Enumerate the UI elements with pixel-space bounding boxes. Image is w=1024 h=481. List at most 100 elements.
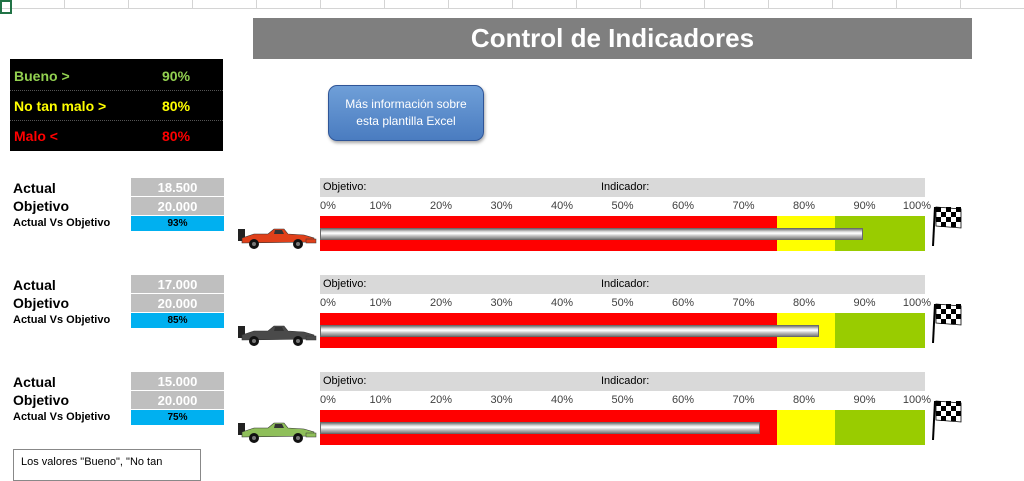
- percentage-cell: 93%: [131, 216, 224, 231]
- scale-tick: 10%: [369, 394, 392, 406]
- scale-tick: 80%: [792, 394, 816, 406]
- objetivo-value-cell[interactable]: 20.000: [131, 391, 224, 409]
- indicator-2: Actual Objetivo Actual Vs Objetivo 17.00…: [0, 275, 1024, 365]
- scale-tick: 60%: [671, 297, 695, 309]
- scale-tick: 70%: [732, 394, 755, 406]
- actual-value-cell[interactable]: 17.000: [131, 275, 224, 293]
- sheet-column-line: [256, 0, 257, 8]
- header-indicador-label: Indicador:: [601, 278, 650, 290]
- legend-row-bueno: Bueno > 90%: [10, 61, 223, 90]
- legend-value: 90%: [162, 67, 191, 84]
- sheet-column-line: [384, 0, 385, 8]
- scale-tick: 40%: [550, 394, 574, 406]
- scale-tick: 80%: [792, 297, 816, 309]
- scale-tick: 90%: [853, 200, 876, 212]
- scale-tick: 80%: [792, 200, 816, 212]
- more-info-button[interactable]: Más información sobre esta plantilla Exc…: [328, 85, 484, 141]
- legend-label: No tan malo >: [14, 97, 107, 114]
- gauge-track: [320, 410, 925, 445]
- sheet-column-line: [128, 0, 129, 8]
- header-objetivo-label: Objetivo:: [323, 375, 367, 387]
- scale-tick: 60%: [671, 394, 695, 406]
- scale-tick: 20%: [429, 394, 453, 406]
- sheet-header-strip: [0, 0, 1024, 9]
- scale-tick: 100%: [902, 297, 932, 309]
- percentage-scale: 0% 10% 20% 30% 40% 50% 60% 70% 80% 90% 100%: [320, 200, 931, 214]
- race-car-icon: [234, 418, 318, 444]
- zone-bueno: [835, 313, 925, 348]
- active-cell[interactable]: [0, 0, 12, 14]
- actual-label: Actual: [13, 180, 56, 196]
- sheet-column-line: [896, 0, 897, 8]
- scale-tick: 20%: [429, 297, 453, 309]
- scale-tick: 0%: [320, 297, 336, 309]
- scale-tick: 100%: [902, 394, 932, 406]
- percentage-scale: 0% 10% 20% 30% 40% 50% 60% 70% 80% 90% 100%: [320, 297, 931, 311]
- scale-tick: 20%: [429, 200, 453, 212]
- sheet-column-line: [64, 0, 65, 8]
- indicator-header: Objetivo: Indicador:: [320, 178, 925, 197]
- scale-tick: 90%: [853, 394, 876, 406]
- sheet-column-line: [960, 0, 961, 8]
- actual-label: Actual: [13, 374, 56, 390]
- percentage-cell: 75%: [131, 410, 224, 425]
- checkered-flag-icon: [930, 399, 962, 441]
- scale-tick: 10%: [369, 200, 392, 212]
- scale-tick: 30%: [490, 297, 513, 309]
- scale-tick: 50%: [611, 200, 634, 212]
- legend-value: 80%: [162, 127, 191, 144]
- sheet-column-line: [576, 0, 577, 8]
- header-indicador-label: Indicador:: [601, 375, 650, 387]
- note-textbox[interactable]: Los valores "Bueno", "No tan: [13, 449, 201, 481]
- indicator-header: Objetivo: Indicador:: [320, 372, 925, 391]
- scale-tick: 30%: [490, 394, 513, 406]
- legend-label: Malo <: [14, 127, 58, 144]
- scale-tick: 40%: [550, 200, 574, 212]
- gauge-track: [320, 216, 925, 251]
- sheet-column-line: [640, 0, 641, 8]
- legend-row-malo: Malo < 80%: [10, 120, 223, 150]
- actual-value-cell[interactable]: 15.000: [131, 372, 224, 390]
- indicator-1: Actual Objetivo Actual Vs Objetivo 18.50…: [0, 178, 1024, 268]
- objetivo-label: Objetivo: [13, 392, 70, 408]
- scale-tick: 70%: [732, 297, 755, 309]
- gauge-track: [320, 313, 925, 348]
- objetivo-label: Objetivo: [13, 295, 70, 311]
- header-indicador-label: Indicador:: [601, 181, 650, 193]
- actual-value-cell[interactable]: 18.500: [131, 178, 224, 196]
- scale-tick: 70%: [732, 200, 755, 212]
- threshold-legend: Bueno > 90% No tan malo > 80% Malo < 80%: [10, 59, 223, 151]
- progress-bar: [320, 228, 863, 240]
- percentage-cell: 85%: [131, 313, 224, 328]
- sheet-column-line: [512, 0, 513, 8]
- more-info-button-line2: esta plantilla Excel: [356, 114, 456, 128]
- scale-tick: 60%: [671, 200, 695, 212]
- checkered-flag-icon: [930, 205, 962, 247]
- scale-tick: 50%: [611, 297, 634, 309]
- legend-row-no-tan-malo: No tan malo > 80%: [10, 90, 223, 120]
- legend-value: 80%: [162, 97, 191, 114]
- objetivo-value-cell[interactable]: 20.000: [131, 294, 224, 312]
- scale-tick: 0%: [320, 200, 336, 212]
- race-car-icon: [234, 224, 318, 250]
- scale-tick: 10%: [369, 297, 392, 309]
- header-objetivo-label: Objetivo:: [323, 181, 367, 193]
- actual-vs-objetivo-label: Actual Vs Objetivo: [13, 314, 111, 326]
- scale-tick: 30%: [490, 200, 513, 212]
- objetivo-label: Objetivo: [13, 198, 70, 214]
- sheet-column-line: [832, 0, 833, 8]
- sheet-column-line: [704, 0, 705, 8]
- note-text: Los valores "Bueno", "No tan: [21, 456, 163, 468]
- objetivo-value-cell[interactable]: 20.000: [131, 197, 224, 215]
- actual-vs-objetivo-label: Actual Vs Objetivo: [13, 411, 111, 423]
- legend-label: Bueno >: [14, 67, 70, 84]
- checkered-flag-icon: [930, 302, 962, 344]
- percentage-scale: 0% 10% 20% 30% 40% 50% 60% 70% 80% 90% 100%: [320, 394, 931, 408]
- scale-tick: 40%: [550, 297, 574, 309]
- sheet-column-line: [192, 0, 193, 8]
- actual-label: Actual: [13, 277, 56, 293]
- header-objetivo-label: Objetivo:: [323, 278, 367, 290]
- sheet-column-line: [768, 0, 769, 8]
- zone-bueno: [835, 410, 925, 445]
- progress-bar: [320, 422, 760, 434]
